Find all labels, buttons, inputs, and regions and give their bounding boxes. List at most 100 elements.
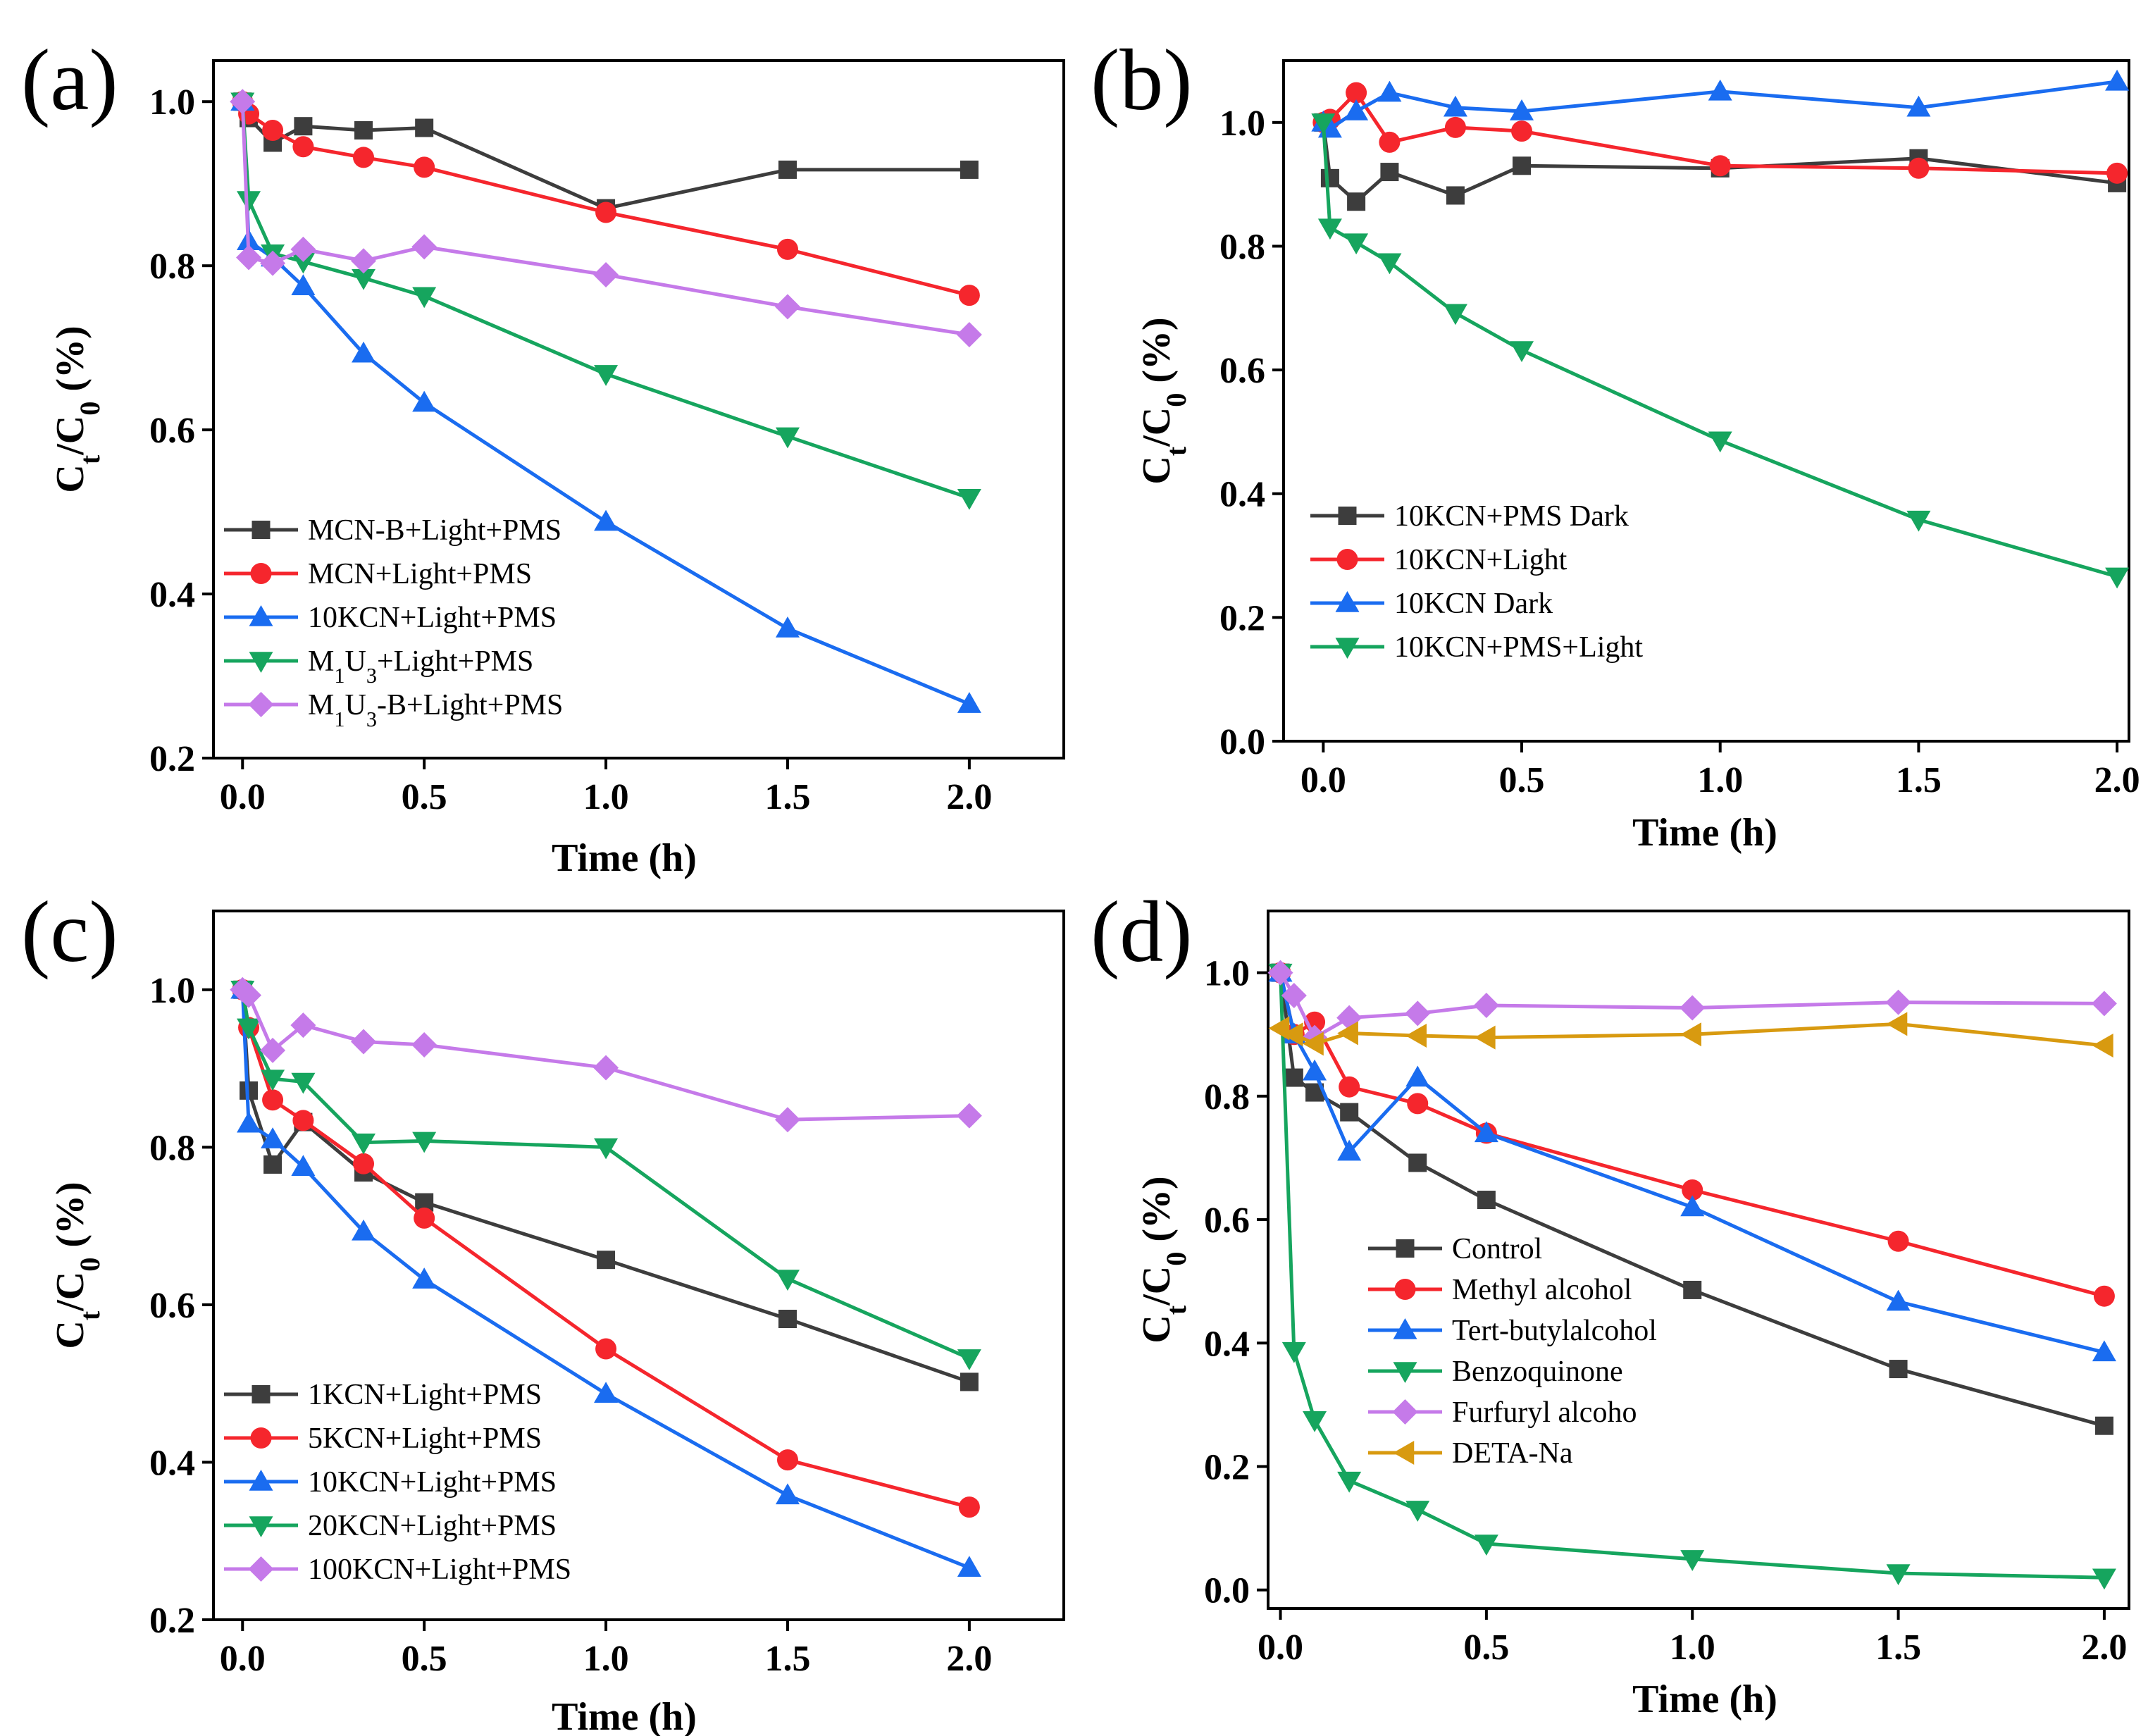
x-tick-label: 1.5 (764, 777, 810, 817)
x-tick-label: 0.5 (1463, 1628, 1509, 1668)
data-point (594, 509, 619, 531)
data-point (290, 236, 316, 262)
y-tick-label: 0.2 (1204, 1447, 1250, 1487)
legend-entry: Control (1368, 1233, 1542, 1265)
legend-entry: 100KCN+Light+PMS (224, 1554, 571, 1586)
legend-marker (252, 521, 271, 539)
data-point (778, 1310, 797, 1329)
data-point (1474, 1121, 1498, 1143)
x-tick-label: 2.0 (2094, 760, 2140, 800)
series-2 (1268, 960, 2116, 1362)
data-point (1317, 218, 1342, 240)
data-point (775, 1270, 800, 1291)
data-point (1346, 82, 1367, 104)
data-point (260, 250, 286, 276)
series-0 (233, 980, 979, 1391)
x-axis-label: Time (h) (552, 836, 697, 880)
legend-marker (1393, 1318, 1417, 1339)
data-point (291, 1072, 316, 1094)
legend-marker (1392, 1399, 1418, 1425)
y-tick-label: 0.6 (149, 411, 195, 451)
x-tick-label: 1.0 (583, 1639, 629, 1679)
data-point (1281, 1341, 1306, 1363)
series-2 (1311, 69, 2130, 138)
data-point (353, 147, 375, 168)
legend-label: DETA-Na (1452, 1437, 1573, 1470)
y-tick-label: 0.0 (1204, 1571, 1250, 1611)
data-point (597, 1251, 616, 1270)
series-3 (230, 981, 981, 1370)
legend-label: MCN-B+Light+PMS (308, 514, 561, 547)
data-point (1908, 157, 1930, 179)
data-point (1405, 1000, 1431, 1027)
data-point (2105, 69, 2130, 91)
plot-frame (1282, 59, 2130, 743)
legend-label: Benzoquinone (1452, 1356, 1623, 1388)
data-point (262, 1089, 284, 1111)
data-point (960, 160, 979, 179)
data-point (1885, 989, 1911, 1015)
data-point (353, 1153, 375, 1174)
panel-label: (d) (1091, 884, 1193, 980)
x-tick-label: 0.0 (1258, 1628, 1303, 1668)
data-point (237, 1018, 261, 1040)
data-point (958, 285, 980, 306)
data-point (1474, 1025, 1496, 1050)
legend-label: M1U3-B+Light+PMS (308, 689, 563, 731)
data-point (290, 1012, 316, 1038)
data-point (1889, 1360, 1908, 1379)
series-4 (230, 89, 982, 348)
y-axis-label: Ct/C0 (%) (1135, 317, 1192, 484)
data-point (236, 244, 262, 271)
data-point (1887, 1230, 1909, 1252)
data-point (1379, 131, 1401, 153)
data-point (1337, 1139, 1362, 1161)
y-tick-label: 0.4 (149, 1443, 195, 1483)
data-point (2094, 1416, 2113, 1435)
y-tick-label: 1.0 (1219, 104, 1265, 144)
data-point (960, 1372, 979, 1391)
data-point (958, 1496, 980, 1518)
y-tick-label: 0.2 (1219, 598, 1265, 638)
legend-marker (248, 692, 274, 717)
legend-label: 100KCN+Light+PMS (308, 1554, 571, 1586)
legend-marker (1335, 638, 1360, 659)
data-point (412, 287, 437, 309)
series-line (1279, 972, 2104, 1580)
data-point (1337, 1471, 1362, 1493)
data-point (957, 489, 981, 510)
y-axis-label: Ct/C0 (%) (49, 326, 106, 492)
legend-marker (249, 1516, 273, 1537)
y-tick-label: 0.0 (1219, 722, 1265, 762)
data-point (1303, 1411, 1327, 1432)
data-point (957, 692, 981, 713)
data-point (2093, 1285, 2115, 1307)
legend-entry: 10KCN+Light+PMS (224, 1466, 557, 1499)
legend-label: MCN+Light+PMS (308, 558, 532, 590)
data-point (1408, 1153, 1427, 1172)
data-point (1473, 993, 1499, 1019)
x-axis-label: Time (h) (1632, 811, 1777, 855)
legend-label: Control (1452, 1233, 1542, 1265)
data-point (1267, 960, 1293, 986)
series-line (240, 989, 970, 1384)
series-0 (1314, 113, 2127, 211)
y-axis-label: Ct/C0 (%) (1135, 1176, 1192, 1343)
x-tick-label: 0.0 (220, 1639, 266, 1679)
x-tick-label: 0.5 (402, 777, 447, 817)
data-point (1683, 1280, 1702, 1299)
data-point (292, 1110, 314, 1132)
legend-label: 20KCN+Light+PMS (308, 1510, 557, 1542)
data-point (412, 390, 437, 412)
legend-marker (249, 605, 273, 626)
data-point (956, 1103, 982, 1129)
data-point (260, 1037, 286, 1063)
legend-marker (248, 1556, 274, 1582)
x-tick-label: 1.5 (764, 1639, 810, 1679)
legend-entry: 10KCN+Light (1310, 544, 1567, 576)
data-point (775, 1483, 800, 1505)
data-point (1708, 79, 1732, 101)
legend: Control Methyl alcohol Tert-butylalcohol Be… (1368, 1233, 1657, 1470)
legend-marker (252, 1385, 271, 1403)
